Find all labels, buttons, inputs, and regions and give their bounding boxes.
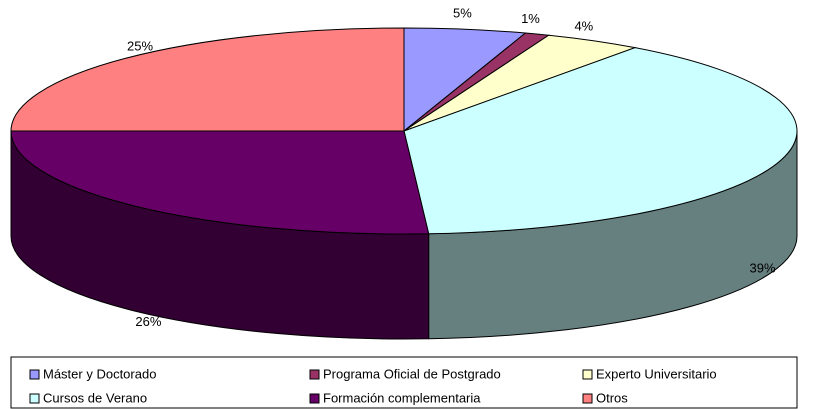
legend-label: Formación complementaria	[323, 390, 481, 405]
legend-swatch	[29, 369, 40, 380]
legend-swatch	[582, 393, 593, 404]
legend-box	[10, 356, 798, 409]
pie-slice	[403, 47, 798, 235]
legend-label: Máster y Doctorado	[43, 366, 156, 381]
legend-label: Experto Universitario	[596, 366, 717, 381]
pie-slice	[10, 27, 405, 132]
legend-label: Cursos de Verano	[43, 390, 147, 405]
data-label: 4%	[574, 19, 593, 34]
legend-swatch	[309, 369, 320, 380]
legend-label: Otros	[596, 390, 628, 405]
data-label: 5%	[453, 5, 472, 20]
pie-slice	[10, 130, 430, 235]
data-label: 1%	[521, 11, 540, 26]
data-label: 25%	[127, 39, 153, 54]
legend-swatch	[309, 393, 320, 404]
data-label: 26%	[135, 314, 161, 329]
legend-swatch	[582, 369, 593, 380]
data-label: 39%	[750, 260, 776, 275]
legend-label: Programa Oficial de Postgrado	[323, 366, 501, 381]
legend-swatch	[29, 393, 40, 404]
